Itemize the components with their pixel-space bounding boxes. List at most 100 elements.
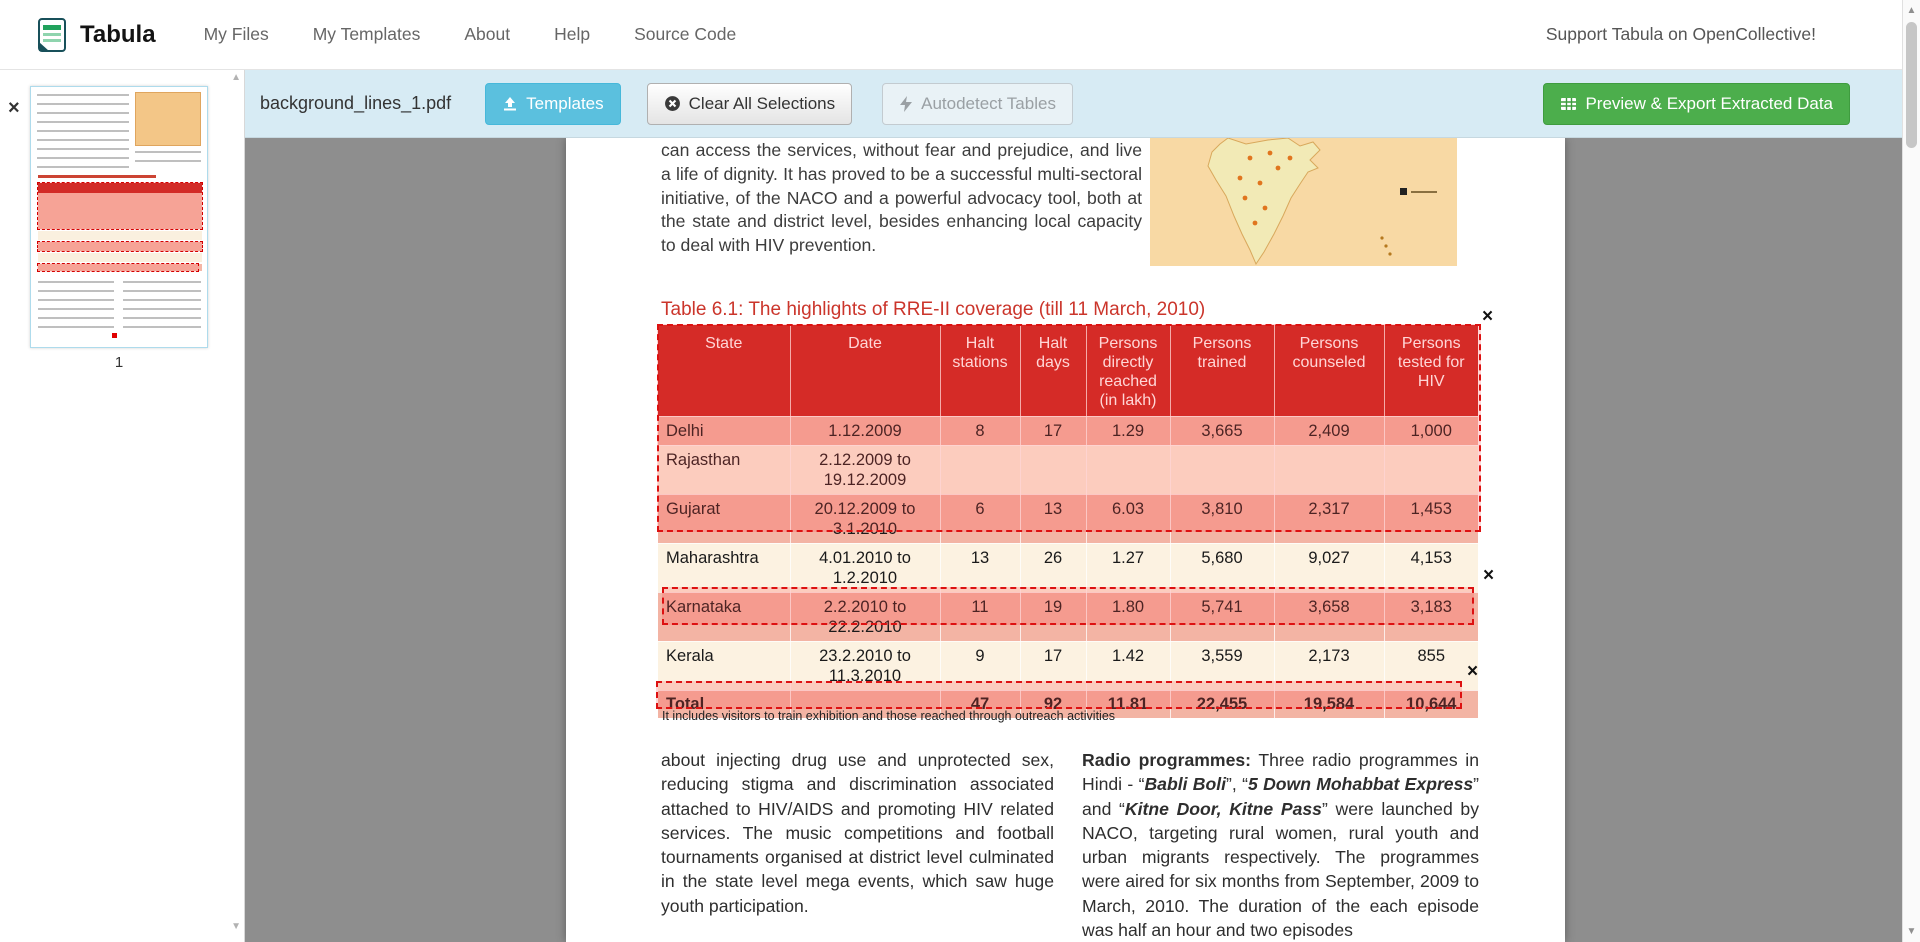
remove-selection-button[interactable]: × — [1483, 565, 1495, 586]
clear-button-label: Clear All Selections — [688, 93, 836, 113]
table-cell: 13 — [940, 543, 1021, 593]
india-map-image — [1150, 138, 1457, 266]
table-cell: 11 — [940, 592, 1021, 642]
pdf-viewer-area: can access the services, without fear an… — [245, 138, 1902, 942]
table-cell: 1.29 — [1086, 416, 1171, 446]
table-cell: 2,317 — [1274, 494, 1385, 544]
table-cell: 3,810 — [1170, 494, 1275, 544]
pdf-page[interactable]: can access the services, without fear an… — [566, 138, 1565, 942]
support-link[interactable]: Support Tabula on OpenCollective! — [1545, 24, 1816, 44]
scrollbar-thumb[interactable] — [1906, 22, 1917, 148]
remove-selection-button[interactable]: × — [1467, 661, 1479, 682]
table-header-cell: State — [658, 325, 791, 417]
table-cell — [1170, 445, 1275, 495]
preview-export-button[interactable]: Preview & Export Extracted Data — [1543, 82, 1850, 125]
scrollbar-up-icon[interactable]: ▲ — [1906, 5, 1917, 16]
intro-paragraph: can access the services, without fear an… — [661, 140, 1142, 256]
page-number-label: 1 — [114, 354, 124, 371]
table-header-cell: Persons counseled — [1274, 325, 1385, 417]
sidebar-scroll-down-icon[interactable]: ▼ — [231, 921, 241, 932]
thumbnail-table-rows — [38, 264, 202, 271]
remove-selection-button[interactable]: × — [1482, 306, 1494, 327]
table-cell: 4.01.2010 to 1.2.2010 — [790, 543, 941, 593]
table-cell — [1086, 445, 1171, 495]
table-row: Delhi 1.12.2009 8 17 1.29 3,665 2,409 1,000 — [658, 416, 1478, 446]
tabula-logo-icon — [38, 17, 66, 52]
table-header-cell: Halt days — [1020, 325, 1087, 417]
table-cell — [940, 445, 1021, 495]
nav-item-about[interactable]: About — [464, 24, 511, 44]
selection-region[interactable] — [656, 681, 1462, 709]
table-cell: Delhi — [658, 416, 791, 446]
lightning-icon — [900, 95, 913, 112]
thumbnail-text-lines — [123, 281, 201, 329]
left-column-text: about injecting drug use and unprotected… — [661, 750, 1054, 916]
page-thumbnail[interactable] — [30, 86, 208, 348]
table-header-cell: Persons directly reached (in lakh) — [1086, 325, 1171, 417]
table-cell: 6 — [940, 494, 1021, 544]
table-cell: 1,000 — [1384, 416, 1478, 446]
table-cell: 1,453 — [1384, 494, 1478, 544]
top-navbar: Tabula My Files My Templates About Help … — [0, 0, 1902, 70]
templates-button-label: Templates — [526, 93, 604, 113]
table-cell: 2.2.2010 to 22.2.2010 — [790, 592, 941, 642]
table-cell: Maharashtra — [658, 543, 791, 593]
table-header-cell: Persons trained — [1170, 325, 1275, 417]
thumbnail-map — [135, 92, 201, 146]
brand[interactable]: Tabula — [34, 17, 156, 53]
table-cell: 1.27 — [1086, 543, 1171, 593]
window-scrollbar[interactable]: ▲ ▼ — [1902, 0, 1920, 942]
thumbnail-selection — [37, 263, 199, 272]
table-header-cell: Date — [790, 325, 941, 417]
upload-icon — [504, 96, 517, 110]
table-cell: 13 — [1020, 494, 1087, 544]
brand-name: Tabula — [80, 20, 156, 48]
table-cell — [1274, 445, 1385, 495]
nav-item-my-files[interactable]: My Files — [203, 24, 269, 44]
remove-page-button[interactable]: × — [8, 97, 20, 119]
table-header-cell: Persons tested for HIV — [1384, 325, 1478, 417]
table-header-cell: Halt stations — [940, 325, 1021, 417]
table-cell: 9,027 — [1274, 543, 1385, 593]
table-cell: 3,658 — [1274, 592, 1385, 642]
sidebar-scroll-up-icon[interactable]: ▲ — [231, 72, 241, 83]
filename-label: background_lines_1.pdf — [260, 93, 452, 113]
nav-item-help[interactable]: Help — [554, 24, 591, 44]
right-column-text: Radio programmes: Three radio programmes… — [1082, 750, 1480, 941]
selection-region[interactable] — [662, 587, 1474, 625]
table-cell: 1.80 — [1086, 592, 1171, 642]
table-cell: Gujarat — [658, 494, 791, 544]
thumbnail-table-rows — [38, 231, 202, 240]
table-footnote: It includes visitors to train exhibition… — [662, 709, 1116, 723]
clear-all-selections-button[interactable]: Clear All Selections — [646, 82, 853, 125]
nav-item-my-templates[interactable]: My Templates — [312, 24, 421, 44]
table-cell: 3,183 — [1384, 592, 1478, 642]
table-cell: 19,584 — [1274, 690, 1385, 718]
radio-programmes-label: Radio programmes: — [1082, 750, 1252, 770]
toolbar: background_lines_1.pdf Templates Clear A… — [245, 70, 1902, 138]
export-button-label: Preview & Export Extracted Data — [1585, 93, 1833, 113]
scrollbar-down-icon[interactable]: ▼ — [1906, 926, 1917, 937]
table-cell: Karnataka — [658, 592, 791, 642]
templates-button[interactable]: Templates — [485, 82, 621, 125]
thumbnail-table-title — [38, 175, 156, 178]
table-cell: 47 — [940, 690, 1021, 718]
table-cell: 22,455 — [1170, 690, 1275, 718]
thumbnail-table-rows — [38, 253, 202, 262]
selection-region[interactable] — [657, 324, 1481, 532]
thumbnail-text-lines — [38, 281, 114, 329]
thumbnail-table-header — [38, 183, 202, 193]
table-cell: Rajasthan — [658, 445, 791, 495]
autodetect-tables-button[interactable]: Autodetect Tables — [882, 82, 1073, 125]
table-cell: 11.81 — [1086, 690, 1171, 718]
table-cell — [1384, 445, 1478, 495]
table-cell: 92 — [1020, 690, 1087, 718]
thumbnail-selection — [37, 241, 203, 252]
remove-circle-icon — [664, 96, 680, 111]
page-sidebar: × 1 ▲ ▼ — [0, 70, 245, 942]
thumbnail-text-lines — [135, 151, 201, 169]
table-cell: 5,741 — [1170, 592, 1275, 642]
nav-item-source-code[interactable]: Source Code — [634, 24, 737, 44]
table-cell: 6.03 — [1086, 494, 1171, 544]
table-icon — [1561, 97, 1577, 110]
